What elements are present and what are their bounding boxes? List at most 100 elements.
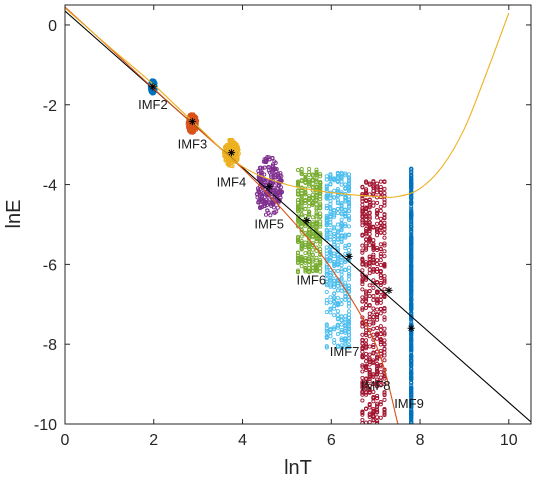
data-point xyxy=(364,351,369,356)
data-point xyxy=(324,283,329,288)
data-point xyxy=(378,402,383,407)
data-point xyxy=(324,279,329,284)
data-point xyxy=(278,188,283,193)
data-point xyxy=(272,183,277,188)
data-point xyxy=(307,172,312,177)
data-point xyxy=(367,283,372,288)
data-point xyxy=(364,290,369,295)
data-point xyxy=(299,211,304,217)
data-point xyxy=(364,333,369,338)
data-point xyxy=(375,195,380,200)
data-point xyxy=(360,223,365,228)
data-point xyxy=(339,302,344,307)
data-point xyxy=(378,269,383,274)
data-point xyxy=(409,275,414,280)
data-point xyxy=(364,383,369,388)
data-point xyxy=(360,363,365,368)
data-point xyxy=(346,319,352,325)
data-point xyxy=(343,337,348,342)
data-point xyxy=(378,225,383,230)
data-point xyxy=(328,295,333,300)
data-point xyxy=(303,266,308,271)
data-point xyxy=(375,296,380,301)
data-point xyxy=(409,222,414,227)
data-point xyxy=(328,182,333,187)
data-point xyxy=(360,268,365,273)
data-point xyxy=(299,260,304,265)
data-point xyxy=(375,393,380,398)
data-point xyxy=(360,410,365,415)
data-point xyxy=(367,317,372,322)
data-point xyxy=(339,202,344,207)
data-point xyxy=(409,303,414,308)
data-point xyxy=(328,222,333,228)
data-point xyxy=(375,363,380,368)
data-point xyxy=(324,245,329,250)
data-point xyxy=(378,375,383,380)
data-point xyxy=(262,204,267,209)
data-point xyxy=(371,319,376,324)
data-point xyxy=(295,234,301,239)
data-point xyxy=(335,344,340,349)
data-point xyxy=(382,326,387,331)
axes-layer: 0 2 4 6 8 10 0 -2 -4 -6 -8 -10 xyxy=(34,4,532,449)
data-point xyxy=(275,173,280,178)
data-point xyxy=(328,249,333,254)
data-point xyxy=(335,309,340,314)
data-point xyxy=(382,331,387,336)
data-point xyxy=(375,262,380,267)
data-point xyxy=(346,338,352,343)
data-point xyxy=(409,280,414,285)
data-point xyxy=(187,125,192,130)
data-point xyxy=(378,300,383,305)
y-tick-label: 0 xyxy=(48,18,57,35)
y-tick-label: -8 xyxy=(43,337,57,354)
data-point xyxy=(332,240,337,245)
data-point xyxy=(378,258,383,263)
data-point xyxy=(346,269,352,274)
data-point xyxy=(257,165,263,170)
data-point xyxy=(346,205,352,210)
label-imf2: IMF2 xyxy=(138,97,168,112)
data-point xyxy=(318,262,323,267)
data-point xyxy=(324,222,329,228)
data-point xyxy=(275,171,281,176)
data-point xyxy=(371,310,376,315)
data-point xyxy=(382,200,387,205)
data-point xyxy=(364,246,369,251)
data-point xyxy=(328,230,333,235)
data-point xyxy=(364,232,369,237)
data-point xyxy=(303,206,308,211)
data-point xyxy=(335,332,340,337)
data-point xyxy=(310,247,315,252)
data-point xyxy=(295,268,301,273)
data-point xyxy=(364,230,369,235)
data-point xyxy=(310,231,315,236)
x-tick-label: 4 xyxy=(238,432,247,449)
data-point xyxy=(378,337,383,342)
data-point xyxy=(367,294,372,299)
data-point xyxy=(375,317,380,322)
data-point xyxy=(360,258,365,263)
data-point xyxy=(378,324,383,329)
data-point xyxy=(324,281,329,286)
data-point xyxy=(364,331,369,336)
data-point xyxy=(360,384,365,389)
data-point xyxy=(324,344,329,349)
data-point xyxy=(409,301,414,306)
data-point xyxy=(260,166,265,171)
data-point xyxy=(364,420,369,424)
data-point xyxy=(335,194,340,199)
data-point xyxy=(409,211,414,216)
data-point xyxy=(409,176,414,181)
data-point xyxy=(360,214,365,219)
data-point xyxy=(367,197,372,202)
data-point xyxy=(375,258,380,263)
data-point xyxy=(310,252,315,257)
data-point xyxy=(295,218,301,223)
data-point xyxy=(318,247,323,252)
data-point xyxy=(378,379,383,384)
data-point xyxy=(307,178,312,183)
